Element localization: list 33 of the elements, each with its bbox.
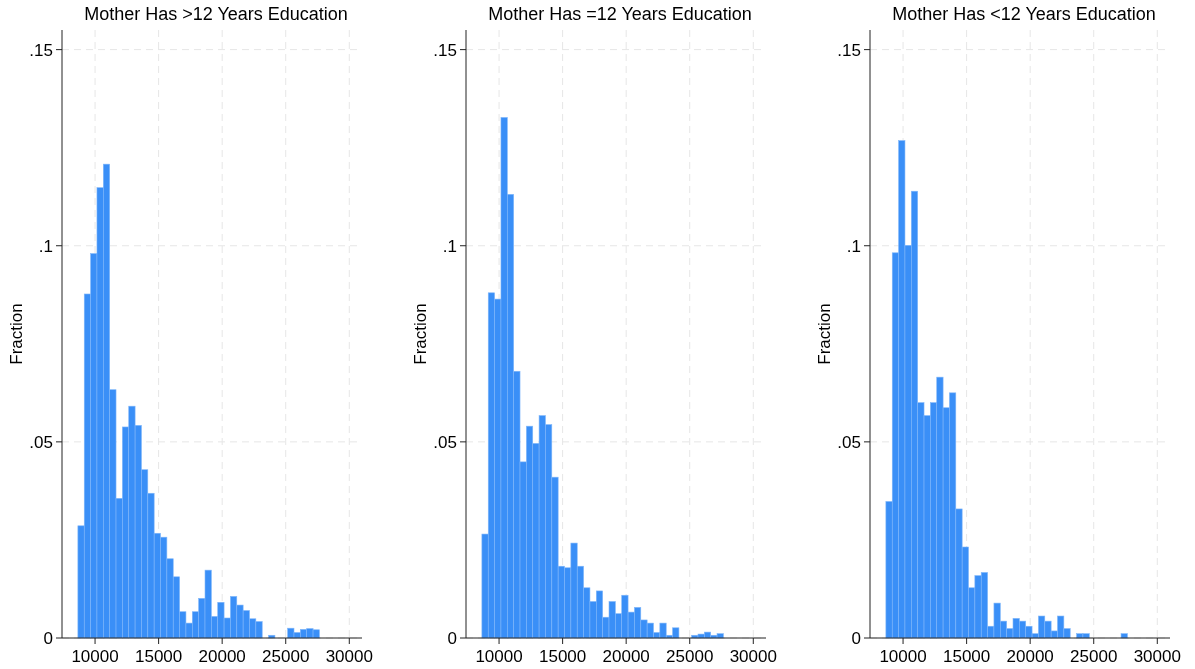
x-tick-label: 25000 <box>666 647 714 666</box>
x-tick-label: 15000 <box>942 647 991 666</box>
y-tick-label: .15 <box>837 40 861 60</box>
chart-title: Mother Has >12 Years Education <box>84 4 348 24</box>
x-tick-label: 15000 <box>538 647 587 666</box>
y-axis-title: Fraction <box>411 303 430 365</box>
x-tick-label: 10000 <box>879 647 927 666</box>
x-tick-label: 20000 <box>602 647 650 666</box>
y-tick-label: 0 <box>851 628 861 648</box>
y-axis-title: Fraction <box>7 303 26 365</box>
x-tick-label: 30000 <box>729 647 777 666</box>
x-tick-label: 25000 <box>262 647 310 666</box>
x-tick-label: 10000 <box>71 647 119 666</box>
y-tick-label: .1 <box>38 236 53 256</box>
y-tick-label: .05 <box>29 432 53 452</box>
y-tick-label: .05 <box>837 432 861 452</box>
x-tick-label: 30000 <box>325 647 373 666</box>
x-tick-label: 10000 <box>475 647 523 666</box>
x-tick-label: 30000 <box>1133 647 1181 666</box>
x-tick-label: 20000 <box>1006 647 1054 666</box>
y-tick-label: .1 <box>846 236 861 256</box>
y-tick-label: 0 <box>43 628 53 648</box>
chart-title: Mother Has <12 Years Education <box>892 4 1156 24</box>
x-tick-label: 20000 <box>198 647 246 666</box>
y-tick-label: .15 <box>433 40 457 60</box>
y-tick-label: .15 <box>29 40 53 60</box>
chart-title: Mother Has =12 Years Education <box>488 4 752 24</box>
x-tick-label: 15000 <box>134 647 183 666</box>
x-tick-label: 25000 <box>1070 647 1118 666</box>
y-tick-label: .05 <box>433 432 457 452</box>
y-axis-title: Fraction <box>815 303 834 365</box>
y-tick-label: .1 <box>442 236 457 256</box>
y-tick-label: 0 <box>447 628 457 648</box>
